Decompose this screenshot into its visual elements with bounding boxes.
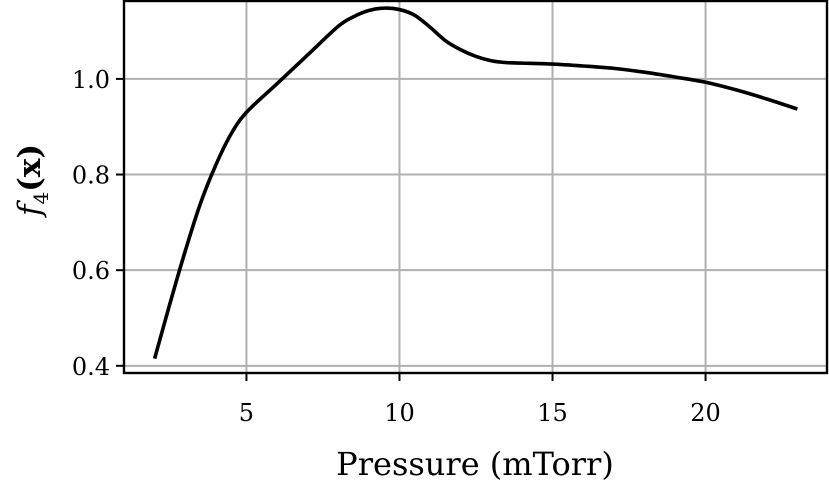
series-line bbox=[152, 6, 798, 360]
plot-frame bbox=[122, 0, 829, 375]
y-axis-label: f4(x) bbox=[12, 144, 53, 218]
x-tick-label: 20 bbox=[690, 399, 721, 427]
y-tick-label: 1.0 bbox=[72, 66, 110, 94]
x-axis-label: Pressure (mTorr) bbox=[336, 445, 614, 483]
grid bbox=[124, 0, 828, 373]
x-axis-ticks: 5 10 15 20 bbox=[239, 373, 721, 427]
y-tick-label: 0.8 bbox=[72, 162, 110, 190]
y-tick-label: 0.4 bbox=[72, 353, 110, 381]
y-axis-ticks: 0.4 0.6 0.8 1.0 bbox=[72, 66, 124, 381]
y-tick-label: 0.6 bbox=[72, 257, 110, 285]
x-tick-label: 15 bbox=[537, 399, 568, 427]
x-tick-label: 10 bbox=[384, 399, 415, 427]
x-tick-label: 5 bbox=[239, 399, 254, 427]
y-axis-label-arg: (x) bbox=[12, 144, 48, 192]
y-axis-label-sub: 4 bbox=[29, 192, 53, 205]
